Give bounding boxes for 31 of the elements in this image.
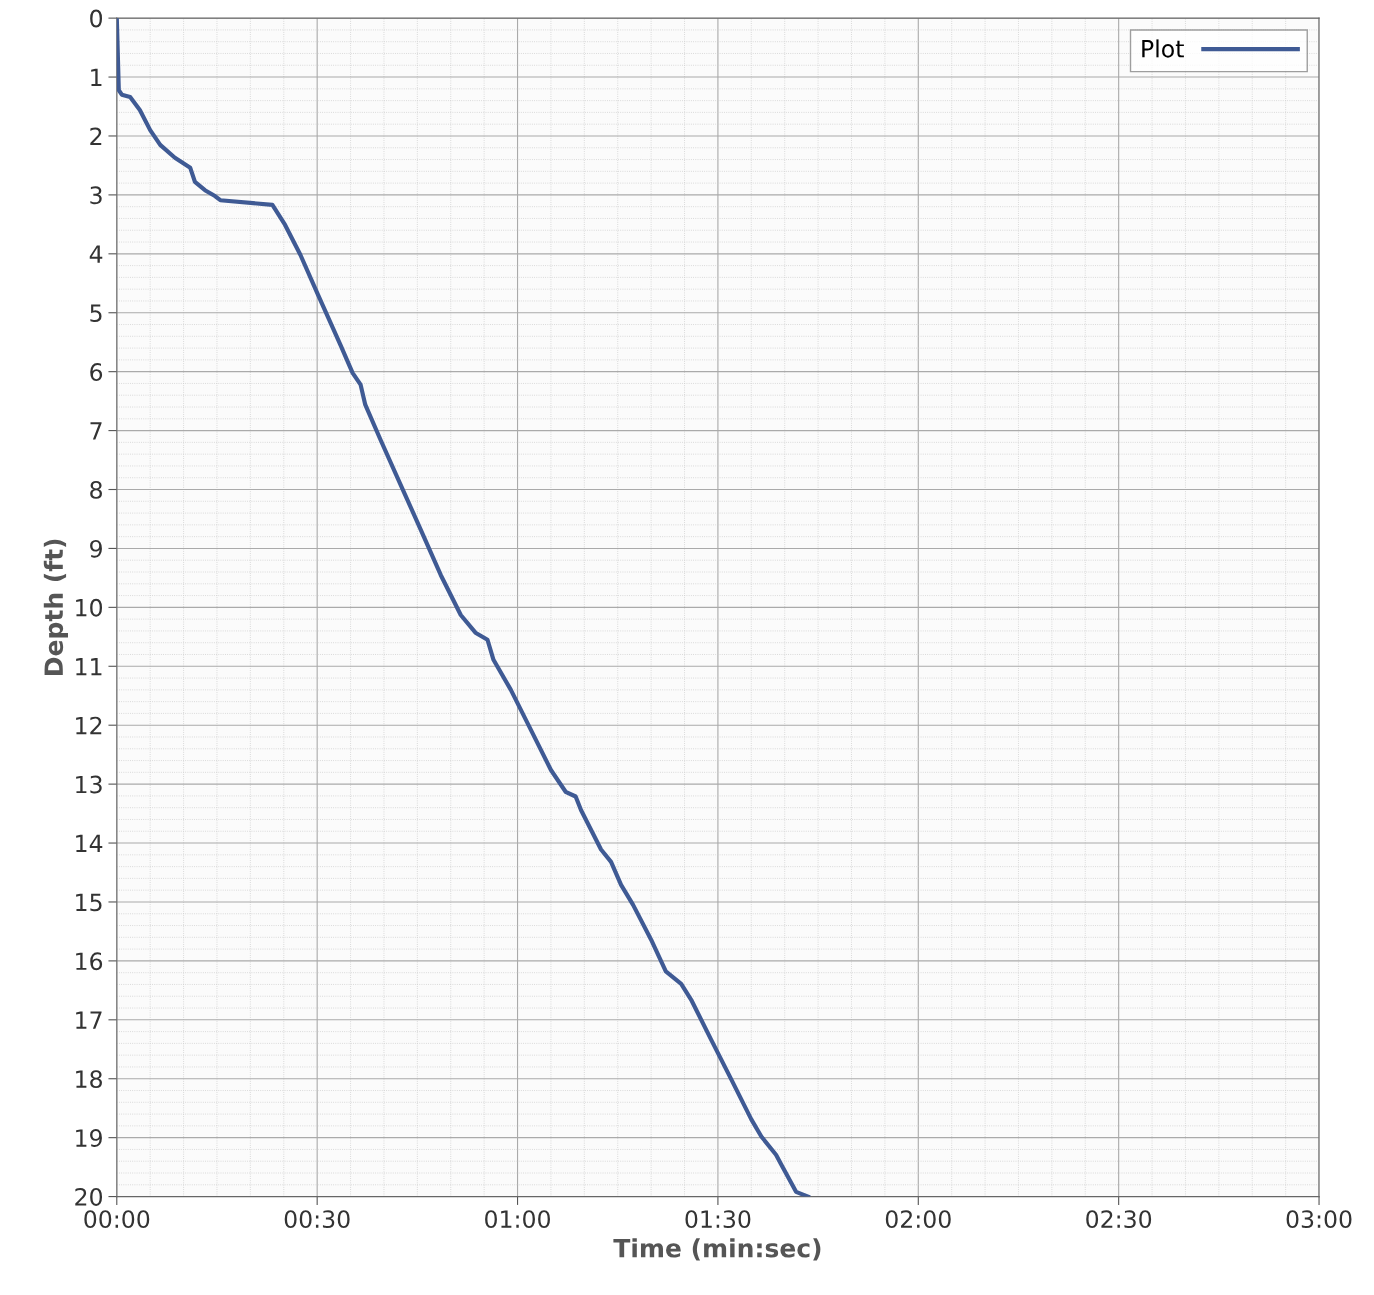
y-tick-label: 15 — [76, 893, 102, 912]
y-tick-label: 2 — [90, 127, 102, 145]
y-tick-label: 11 — [76, 658, 102, 676]
x-tick-label: 02:00 — [885, 1210, 951, 1229]
x-tick-label: 02:30 — [1086, 1210, 1152, 1229]
x-tick-label: 00:00 — [84, 1210, 150, 1229]
y-tick-label: 17 — [76, 1011, 102, 1029]
y-tick-label: 4 — [89, 245, 103, 263]
x-tick-label: 03:00 — [1286, 1210, 1352, 1229]
legend-label: Plot — [1142, 39, 1184, 58]
y-tick-label: 9 — [90, 539, 102, 558]
y-tick-label: 10 — [76, 598, 103, 617]
x-tick-label: 01:00 — [485, 1210, 550, 1229]
y-tick-label: 7 — [90, 422, 102, 440]
x-axis-title: Time (min:sec) — [613, 1238, 821, 1261]
y-tick-label: 6 — [90, 363, 103, 381]
y-tick-label: 20 — [75, 1188, 103, 1206]
x-tick-label: 00:30 — [284, 1210, 350, 1229]
y-tick-label: 18 — [76, 1070, 102, 1089]
y-tick-label: 16 — [76, 952, 103, 971]
y-tick-label: 0 — [90, 9, 103, 28]
y-tick-label: 12 — [76, 716, 102, 735]
y-tick-label: 13 — [76, 775, 102, 794]
y-axis-title: Depth (ft) — [43, 539, 68, 675]
y-tick-label: 1 — [91, 68, 102, 87]
y-tick-label: 5 — [90, 304, 102, 323]
y-tick-label: 19 — [76, 1129, 102, 1147]
y-tick-label: 3 — [90, 186, 102, 205]
y-tick-label: 14 — [76, 834, 103, 853]
y-tick-label: 8 — [90, 480, 102, 499]
x-tick-label: 01:30 — [685, 1210, 751, 1229]
